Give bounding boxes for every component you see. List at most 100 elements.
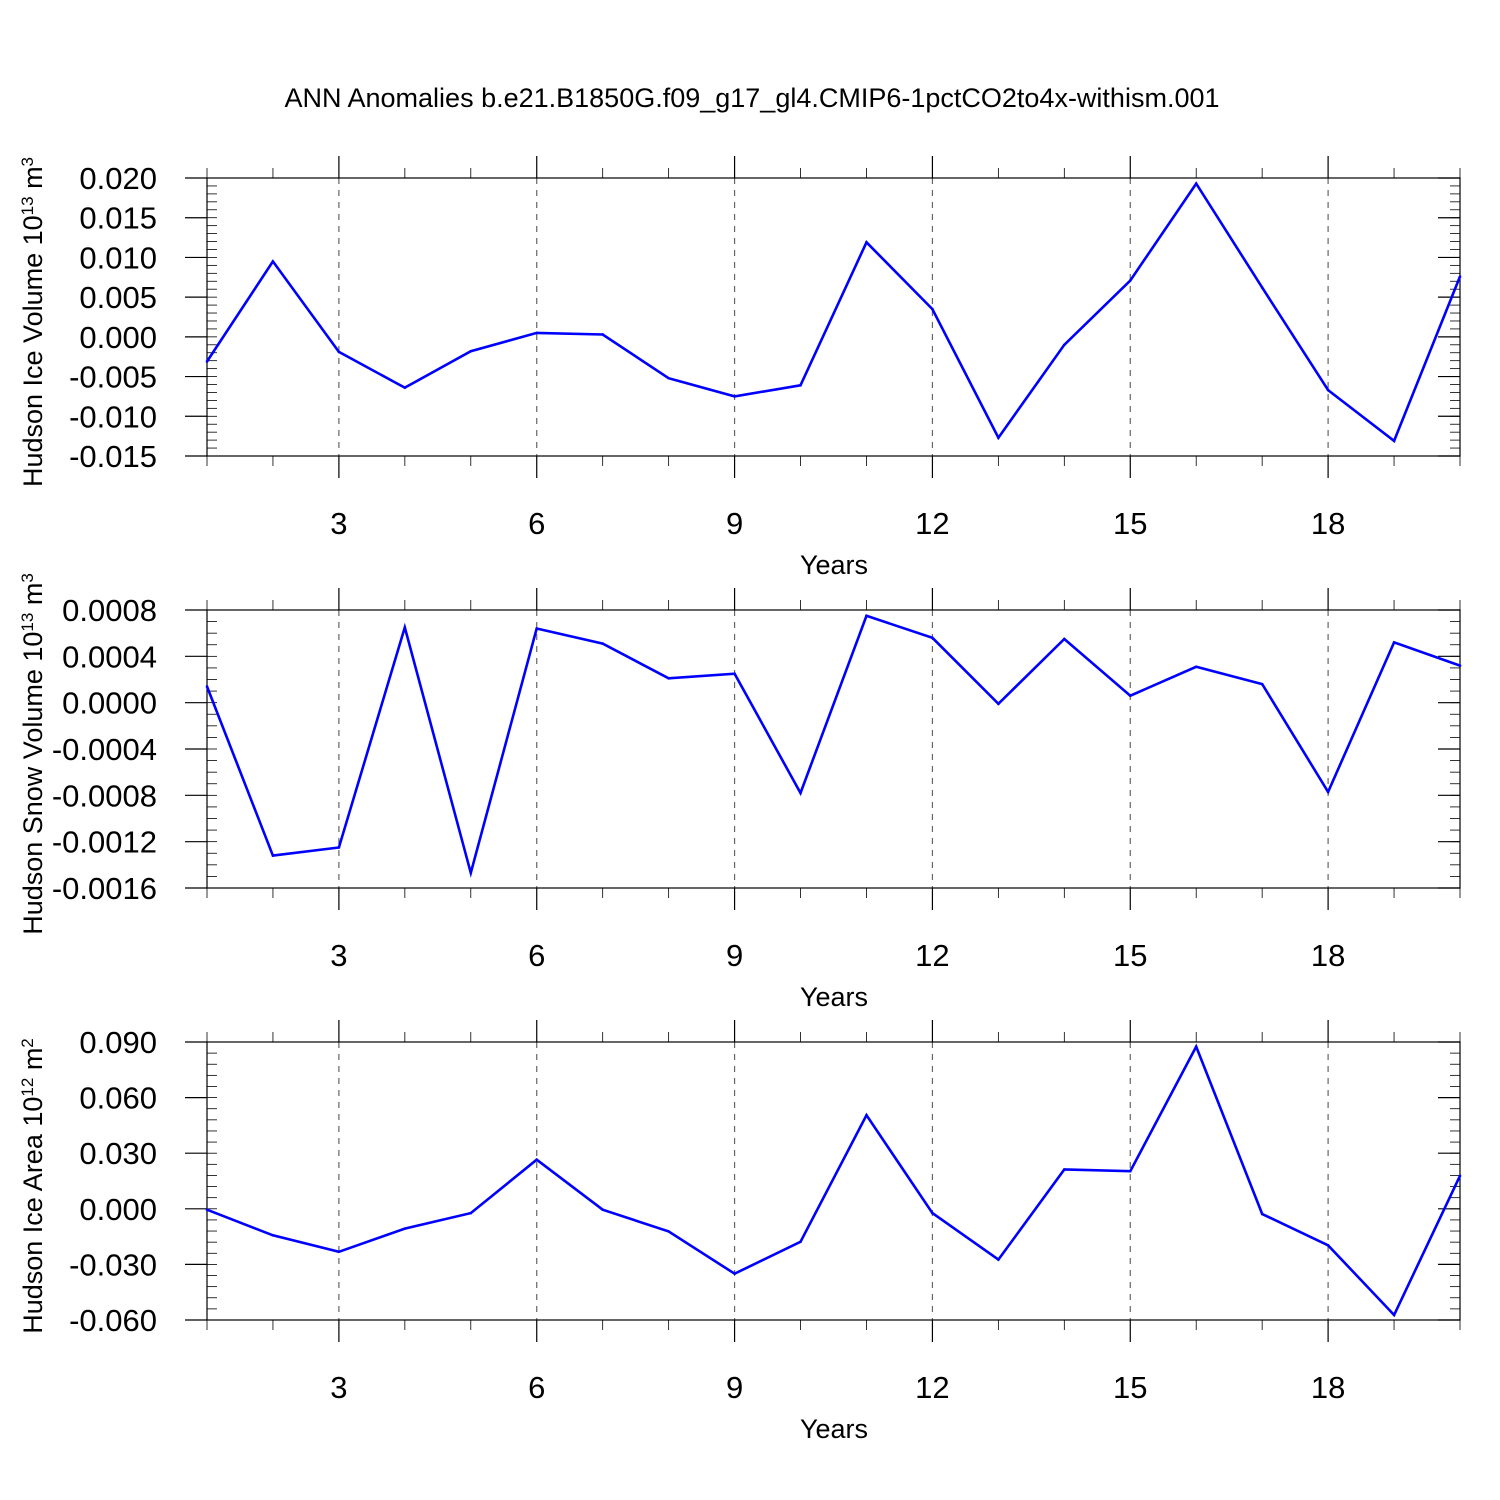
- data-point: [931, 636, 934, 640]
- y-tick-label: 0.005: [79, 280, 157, 315]
- y-axis-label-text: m: [18, 1048, 48, 1078]
- data-point: [535, 627, 539, 630]
- data-point: [865, 241, 868, 244]
- data-point: [865, 1113, 868, 1117]
- data-point: [1458, 1174, 1462, 1178]
- y-tick-label: 0.015: [79, 201, 157, 236]
- y-tick-label: -0.0016: [52, 871, 157, 906]
- plot-frame: [206, 1041, 1461, 1321]
- x-tick-label: 6: [528, 506, 545, 541]
- y-tick-label: 0.020: [79, 161, 157, 196]
- data-point: [601, 333, 604, 336]
- data-point: [733, 1272, 736, 1275]
- data-point: [1260, 682, 1264, 686]
- data-point: [1063, 637, 1066, 641]
- y-tick-label: 0.030: [79, 1136, 157, 1171]
- y-tick-label: 0.0000: [62, 686, 157, 721]
- data-point: [205, 360, 209, 363]
- data-point: [865, 614, 868, 618]
- x-tick-label: 3: [330, 506, 347, 541]
- y-tick-label: 0.010: [79, 240, 157, 275]
- x-tick-label: 15: [1113, 1370, 1147, 1405]
- y-tick-label: -0.0012: [52, 825, 157, 860]
- data-point: [997, 702, 1000, 706]
- data-point: [799, 384, 802, 387]
- y-axis-label-superscript: 13: [18, 196, 37, 215]
- data-point: [1458, 275, 1462, 278]
- y-axis-label-text: m: [18, 583, 48, 613]
- y-tick-label: -0.010: [69, 399, 157, 434]
- y-tick-label: 0.090: [79, 1025, 157, 1060]
- y-axis-label-superscript: 13: [18, 613, 37, 632]
- x-tick-label: 3: [330, 938, 347, 973]
- x-tick-label: 9: [726, 506, 743, 541]
- y-axis-label: Hudson Snow Volume 1013 m3: [18, 573, 49, 935]
- series-line: [205, 614, 1461, 878]
- data-point: [1128, 1169, 1132, 1173]
- data-point: [1128, 279, 1132, 282]
- data-point: [733, 395, 736, 398]
- y-tick-label: 0.000: [79, 1192, 157, 1227]
- x-tick-label: 12: [915, 506, 949, 541]
- x-tick-label: 15: [1113, 938, 1147, 973]
- data-point: [1392, 641, 1396, 644]
- data-point: [1458, 664, 1462, 667]
- panel-3: 3 6 9 12 15 18 -0.060 -0.030 0.000 0.030 0.060 0.09…: [18, 1020, 1462, 1444]
- data-point: [271, 260, 275, 263]
- series-line: [205, 181, 1462, 443]
- data-point: [403, 386, 407, 389]
- chart-title: ANN Anomalies b.e21.B1850G.f09_g17_gl4.C…: [284, 83, 1219, 113]
- data-point: [1128, 694, 1132, 698]
- y-axis-label-text: Hudson Ice Volume 10: [18, 215, 48, 487]
- x-tick-label: 6: [528, 938, 545, 973]
- x-tick-label: 18: [1311, 506, 1345, 541]
- data-point: [271, 854, 275, 857]
- data-point: [469, 871, 473, 875]
- y-tick-label: 0.0008: [62, 593, 157, 628]
- y-axis-label-superscript: 2: [18, 1038, 37, 1047]
- series-line: [206, 1043, 1462, 1318]
- x-axis-label: Years: [800, 550, 868, 580]
- y-axis-label-text: m: [18, 166, 48, 196]
- data-point: [403, 626, 407, 629]
- y-axis-label-superscript: 3: [18, 157, 37, 166]
- data-point: [1326, 790, 1330, 794]
- x-tick-label: 18: [1311, 938, 1345, 973]
- x-axis-label: Years: [800, 1414, 868, 1444]
- y-axis-label-text: Hudson Ice Area 10: [18, 1097, 48, 1334]
- plot-frame: [206, 609, 1461, 889]
- x-tick-label: 9: [726, 1370, 743, 1405]
- data-point: [535, 1158, 539, 1161]
- x-tick-label: 3: [330, 1370, 347, 1405]
- data-point: [601, 1208, 604, 1212]
- y-axis-label-superscript: 3: [18, 573, 37, 582]
- data-point: [667, 376, 670, 380]
- x-tick-label: 12: [915, 938, 949, 973]
- x-tick-label: 6: [528, 1370, 545, 1405]
- panels: 3 6 9 12 15 18 -0.015 -0.010 -0.005 0.000 0.005 0.0…: [18, 156, 1462, 1444]
- data-point: [1326, 1244, 1330, 1247]
- data-point: [469, 349, 473, 353]
- y-axis-label-superscript: 12: [18, 1078, 37, 1097]
- data-point: [403, 1227, 407, 1230]
- data-point: [1392, 439, 1396, 443]
- data-point: [1063, 343, 1066, 347]
- data-point: [1194, 665, 1198, 669]
- data-point: [1260, 286, 1264, 289]
- data-point: [997, 436, 1000, 440]
- y-axis-label: Hudson Ice Volume 1013 m3: [18, 157, 49, 487]
- data-point: [205, 1208, 209, 1212]
- data-point: [337, 350, 341, 354]
- y-tick-label: -0.0008: [52, 778, 157, 813]
- data-point: [1260, 1212, 1264, 1216]
- data-point: [601, 642, 604, 645]
- y-tick-label: -0.015: [69, 439, 157, 474]
- plot-frame: [206, 177, 1461, 457]
- data-point: [205, 685, 209, 688]
- data-point: [733, 672, 736, 676]
- x-tick-label: 15: [1113, 506, 1147, 541]
- data-point: [1194, 1045, 1198, 1048]
- data-point: [535, 331, 539, 335]
- data-point: [469, 1211, 473, 1215]
